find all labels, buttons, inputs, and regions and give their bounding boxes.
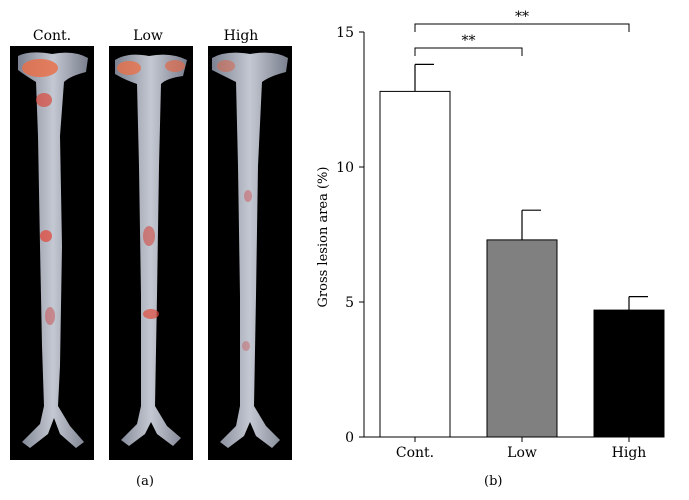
y-tick-label: 10 xyxy=(336,160,354,176)
aorta-image-high xyxy=(212,52,288,449)
bar xyxy=(486,239,558,438)
sample-label-low: Low xyxy=(133,28,163,44)
x-tick-label: Low xyxy=(507,445,537,461)
aorta-photo-high xyxy=(208,46,292,460)
x-tick-label: Cont. xyxy=(396,445,434,461)
panel-b-label: (b) xyxy=(484,474,503,489)
significance-label: ** xyxy=(462,33,476,49)
panel-a-label: (a) xyxy=(136,474,154,489)
aorta-image-control xyxy=(18,52,88,449)
y-tick-label: 15 xyxy=(336,25,354,41)
significance-bracket xyxy=(414,23,630,32)
aorta-image-low xyxy=(115,54,187,447)
sample-label-control: Cont. xyxy=(32,28,72,44)
y-tick-label: 5 xyxy=(345,295,354,311)
significance-label: ** xyxy=(515,9,529,25)
y-tick-label: 0 xyxy=(345,430,354,446)
bar xyxy=(593,309,665,438)
significance-bracket xyxy=(414,47,523,56)
aorta-photo-control xyxy=(10,46,94,460)
aorta-photo-low xyxy=(109,46,193,460)
y-axis-label: Gross lesion area (%) xyxy=(316,167,331,308)
sample-label-high: High xyxy=(223,28,259,44)
bar xyxy=(379,90,451,438)
x-tick-label: High xyxy=(612,445,647,461)
